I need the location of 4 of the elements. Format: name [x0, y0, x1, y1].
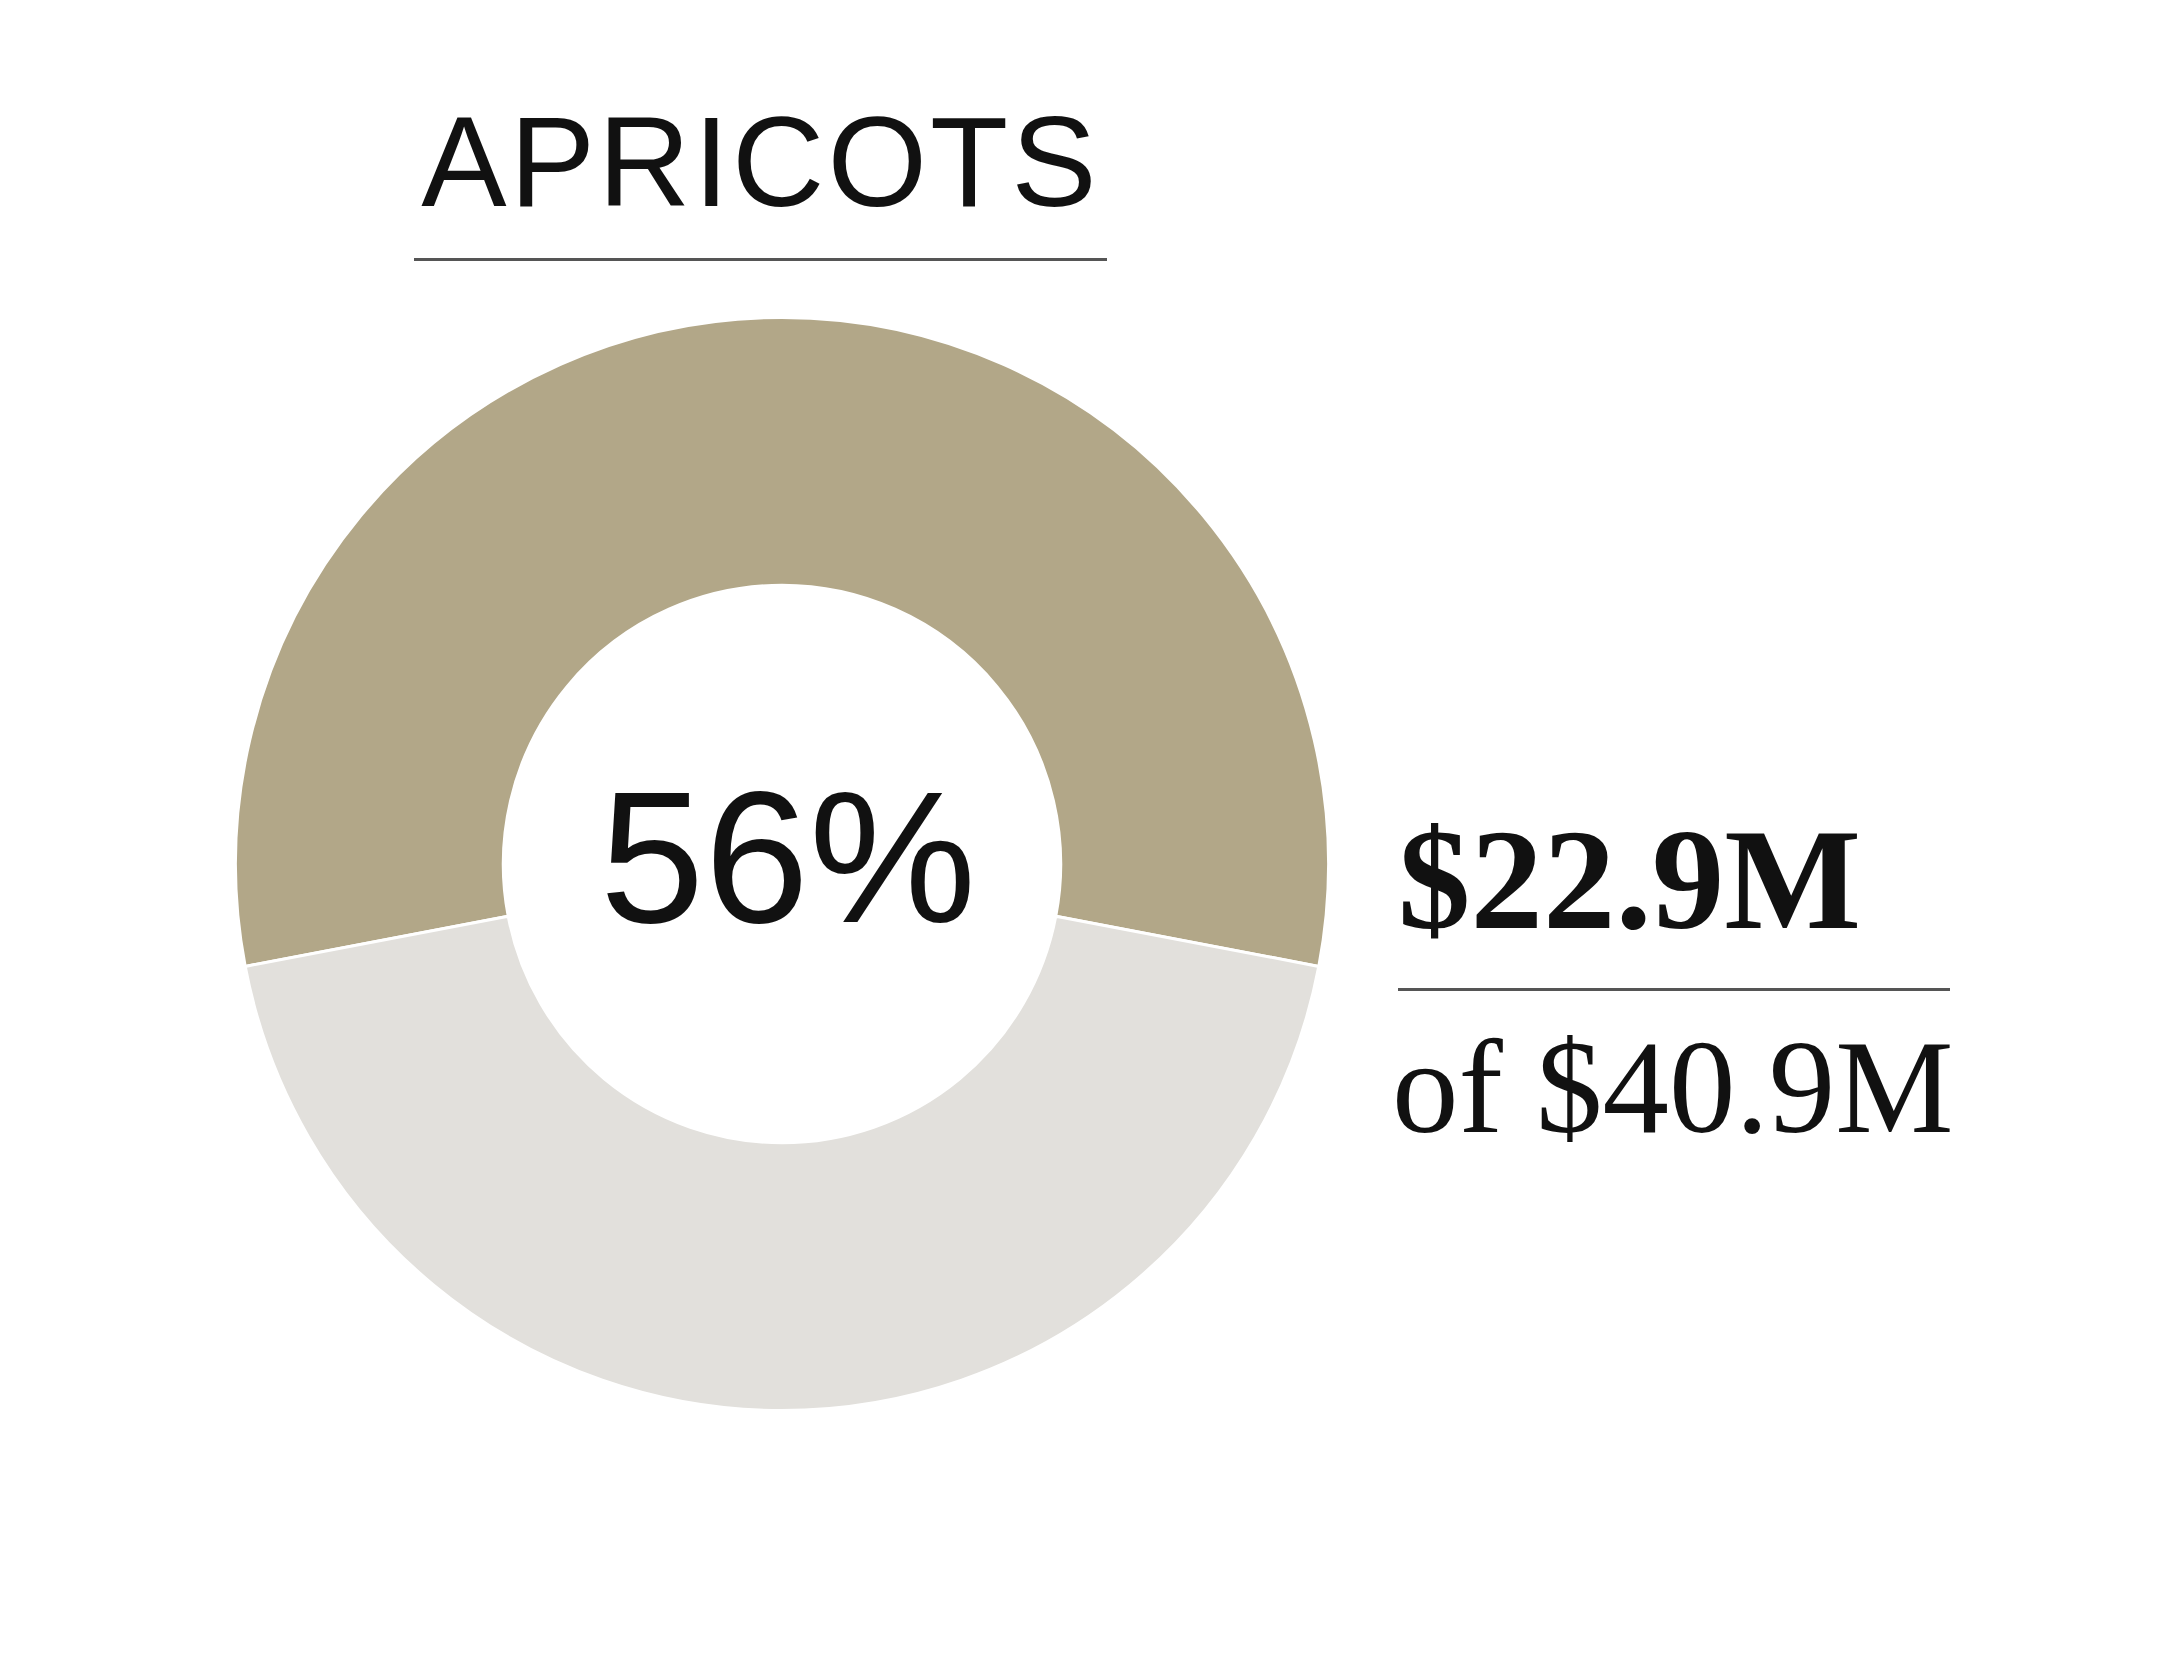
text: of $40.9M [1392, 1013, 1954, 1161]
data-label: 56% [599, 752, 977, 963]
text: $22.9M [1398, 799, 1862, 959]
chart-title: APRICOTS [420, 90, 1101, 233]
